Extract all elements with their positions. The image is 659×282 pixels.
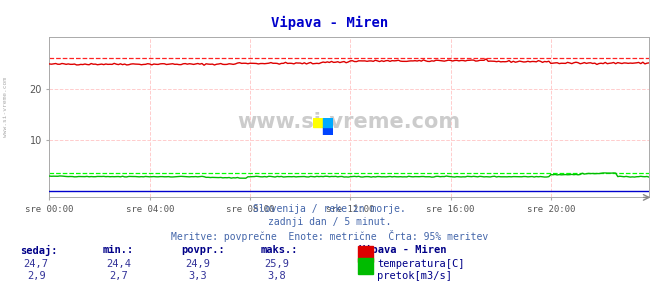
Text: 3,8: 3,8: [268, 271, 286, 281]
Text: povpr.:: povpr.:: [181, 245, 225, 255]
Text: www.si-vreme.com: www.si-vreme.com: [3, 77, 8, 137]
Text: Slovenija / reke in morje.: Slovenija / reke in morje.: [253, 204, 406, 214]
Text: 24,7: 24,7: [24, 259, 49, 269]
Bar: [313, 118, 323, 127]
Text: 3,3: 3,3: [188, 271, 207, 281]
Text: Vipava - Miren: Vipava - Miren: [271, 16, 388, 30]
Text: 2,9: 2,9: [27, 271, 45, 281]
Text: 25,9: 25,9: [264, 259, 289, 269]
Text: sedaj:: sedaj:: [20, 245, 57, 256]
Text: 2,7: 2,7: [109, 271, 128, 281]
Text: temperatura[C]: temperatura[C]: [377, 259, 465, 269]
Text: maks.:: maks.:: [260, 245, 298, 255]
Text: www.si-vreme.com: www.si-vreme.com: [238, 112, 461, 132]
Text: 24,9: 24,9: [185, 259, 210, 269]
Bar: [323, 127, 333, 135]
Bar: [323, 118, 333, 127]
Text: Meritve: povprečne  Enote: metrične  Črta: 95% meritev: Meritve: povprečne Enote: metrične Črta:…: [171, 230, 488, 242]
Text: min.:: min.:: [102, 245, 133, 255]
Text: 24,4: 24,4: [106, 259, 131, 269]
Text: pretok[m3/s]: pretok[m3/s]: [377, 271, 452, 281]
Text: zadnji dan / 5 minut.: zadnji dan / 5 minut.: [268, 217, 391, 227]
Text: Vipava - Miren: Vipava - Miren: [359, 245, 447, 255]
